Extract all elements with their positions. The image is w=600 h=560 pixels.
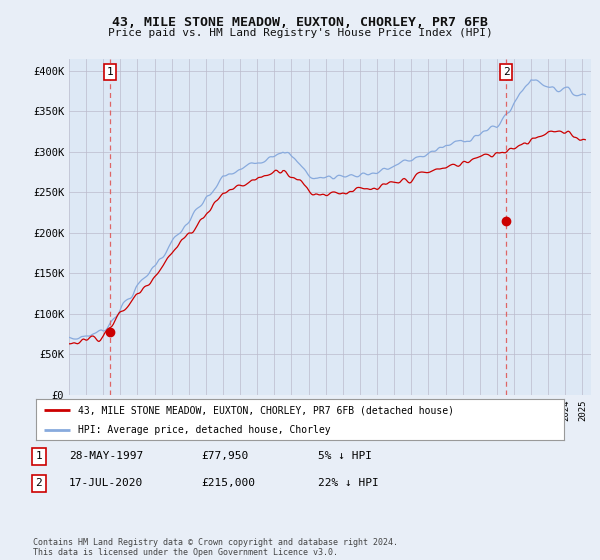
Text: 2: 2 [503,67,509,77]
Text: 22% ↓ HPI: 22% ↓ HPI [318,478,379,488]
Text: 28-MAY-1997: 28-MAY-1997 [69,451,143,461]
Text: 43, MILE STONE MEADOW, EUXTON, CHORLEY, PR7 6FB: 43, MILE STONE MEADOW, EUXTON, CHORLEY, … [112,16,488,29]
Text: 1: 1 [107,67,113,77]
Text: 1: 1 [35,451,43,461]
Text: 5% ↓ HPI: 5% ↓ HPI [318,451,372,461]
Text: 17-JUL-2020: 17-JUL-2020 [69,478,143,488]
Text: £77,950: £77,950 [201,451,248,461]
Text: £215,000: £215,000 [201,478,255,488]
Text: Contains HM Land Registry data © Crown copyright and database right 2024.
This d: Contains HM Land Registry data © Crown c… [33,538,398,557]
Text: 2: 2 [35,478,43,488]
Text: HPI: Average price, detached house, Chorley: HPI: Average price, detached house, Chor… [78,424,331,435]
Text: Price paid vs. HM Land Registry's House Price Index (HPI): Price paid vs. HM Land Registry's House … [107,28,493,38]
Text: 43, MILE STONE MEADOW, EUXTON, CHORLEY, PR7 6FB (detached house): 43, MILE STONE MEADOW, EUXTON, CHORLEY, … [78,405,454,415]
